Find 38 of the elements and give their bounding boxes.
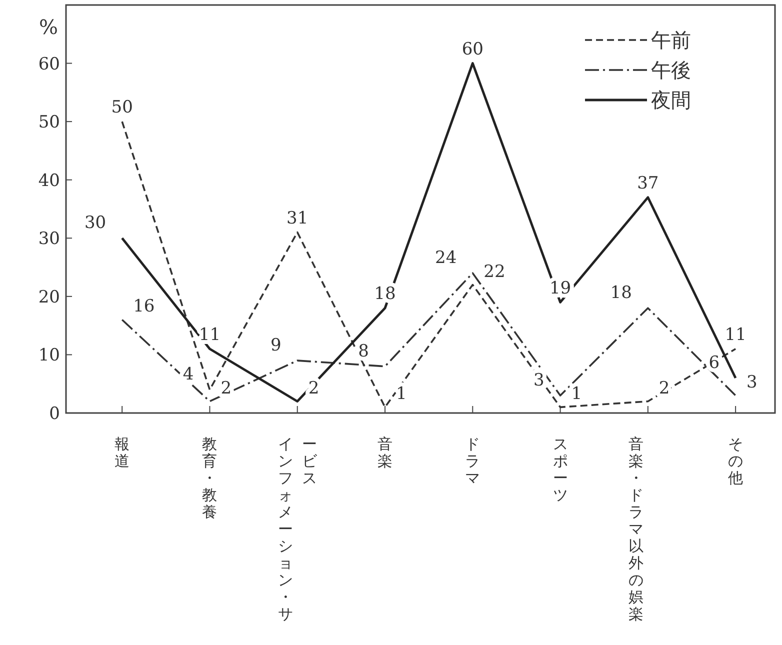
data-label: 11: [724, 324, 746, 345]
y-tick-label: 30: [38, 229, 60, 250]
x-tick-label: ドラマ: [464, 435, 482, 489]
legend-label: 午前: [651, 28, 691, 52]
data-label: 2: [220, 378, 232, 398]
data-label: 11: [198, 324, 221, 345]
data-label: 16: [133, 296, 155, 317]
x-tick-label: その他: [727, 435, 744, 489]
legend-label: 夜間: [651, 88, 691, 112]
x-tick-label: 教育・教養: [201, 435, 218, 523]
x-tick-label: 音楽: [376, 435, 394, 472]
data-label: 4: [182, 364, 194, 385]
data-label: 8: [358, 341, 370, 362]
y-tick-label: 10: [38, 346, 60, 366]
data-label: 1: [571, 384, 582, 404]
data-label: 31: [286, 208, 308, 228]
data-label: 3: [746, 372, 758, 393]
x-tick-label: 報道: [114, 435, 131, 472]
data-label: 2: [658, 378, 670, 398]
y-tick-label: 50: [38, 112, 60, 133]
data-label: 24: [435, 248, 457, 268]
y-axis-title: %: [38, 15, 58, 39]
y-tick-label: 60: [38, 54, 60, 74]
data-label: 9: [270, 336, 282, 356]
data-label: 50: [111, 98, 133, 118]
y-tick-label: 20: [38, 287, 60, 308]
data-label: 18: [610, 283, 632, 304]
legend-label: 午後: [651, 58, 691, 82]
data-label: 22: [484, 262, 506, 282]
data-label: 30: [84, 213, 106, 234]
category-label: インフォメーション・サービス: [278, 435, 317, 623]
data-label: 37: [637, 173, 659, 194]
y-tick-label: 40: [38, 170, 60, 191]
category-label: 音楽・ドラマ以外の娯楽: [628, 435, 644, 623]
y-tick-label: 0: [49, 404, 60, 424]
data-label: 1: [396, 384, 407, 404]
x-tick-label: スポーツ: [552, 435, 569, 506]
data-label: 60: [462, 39, 484, 60]
